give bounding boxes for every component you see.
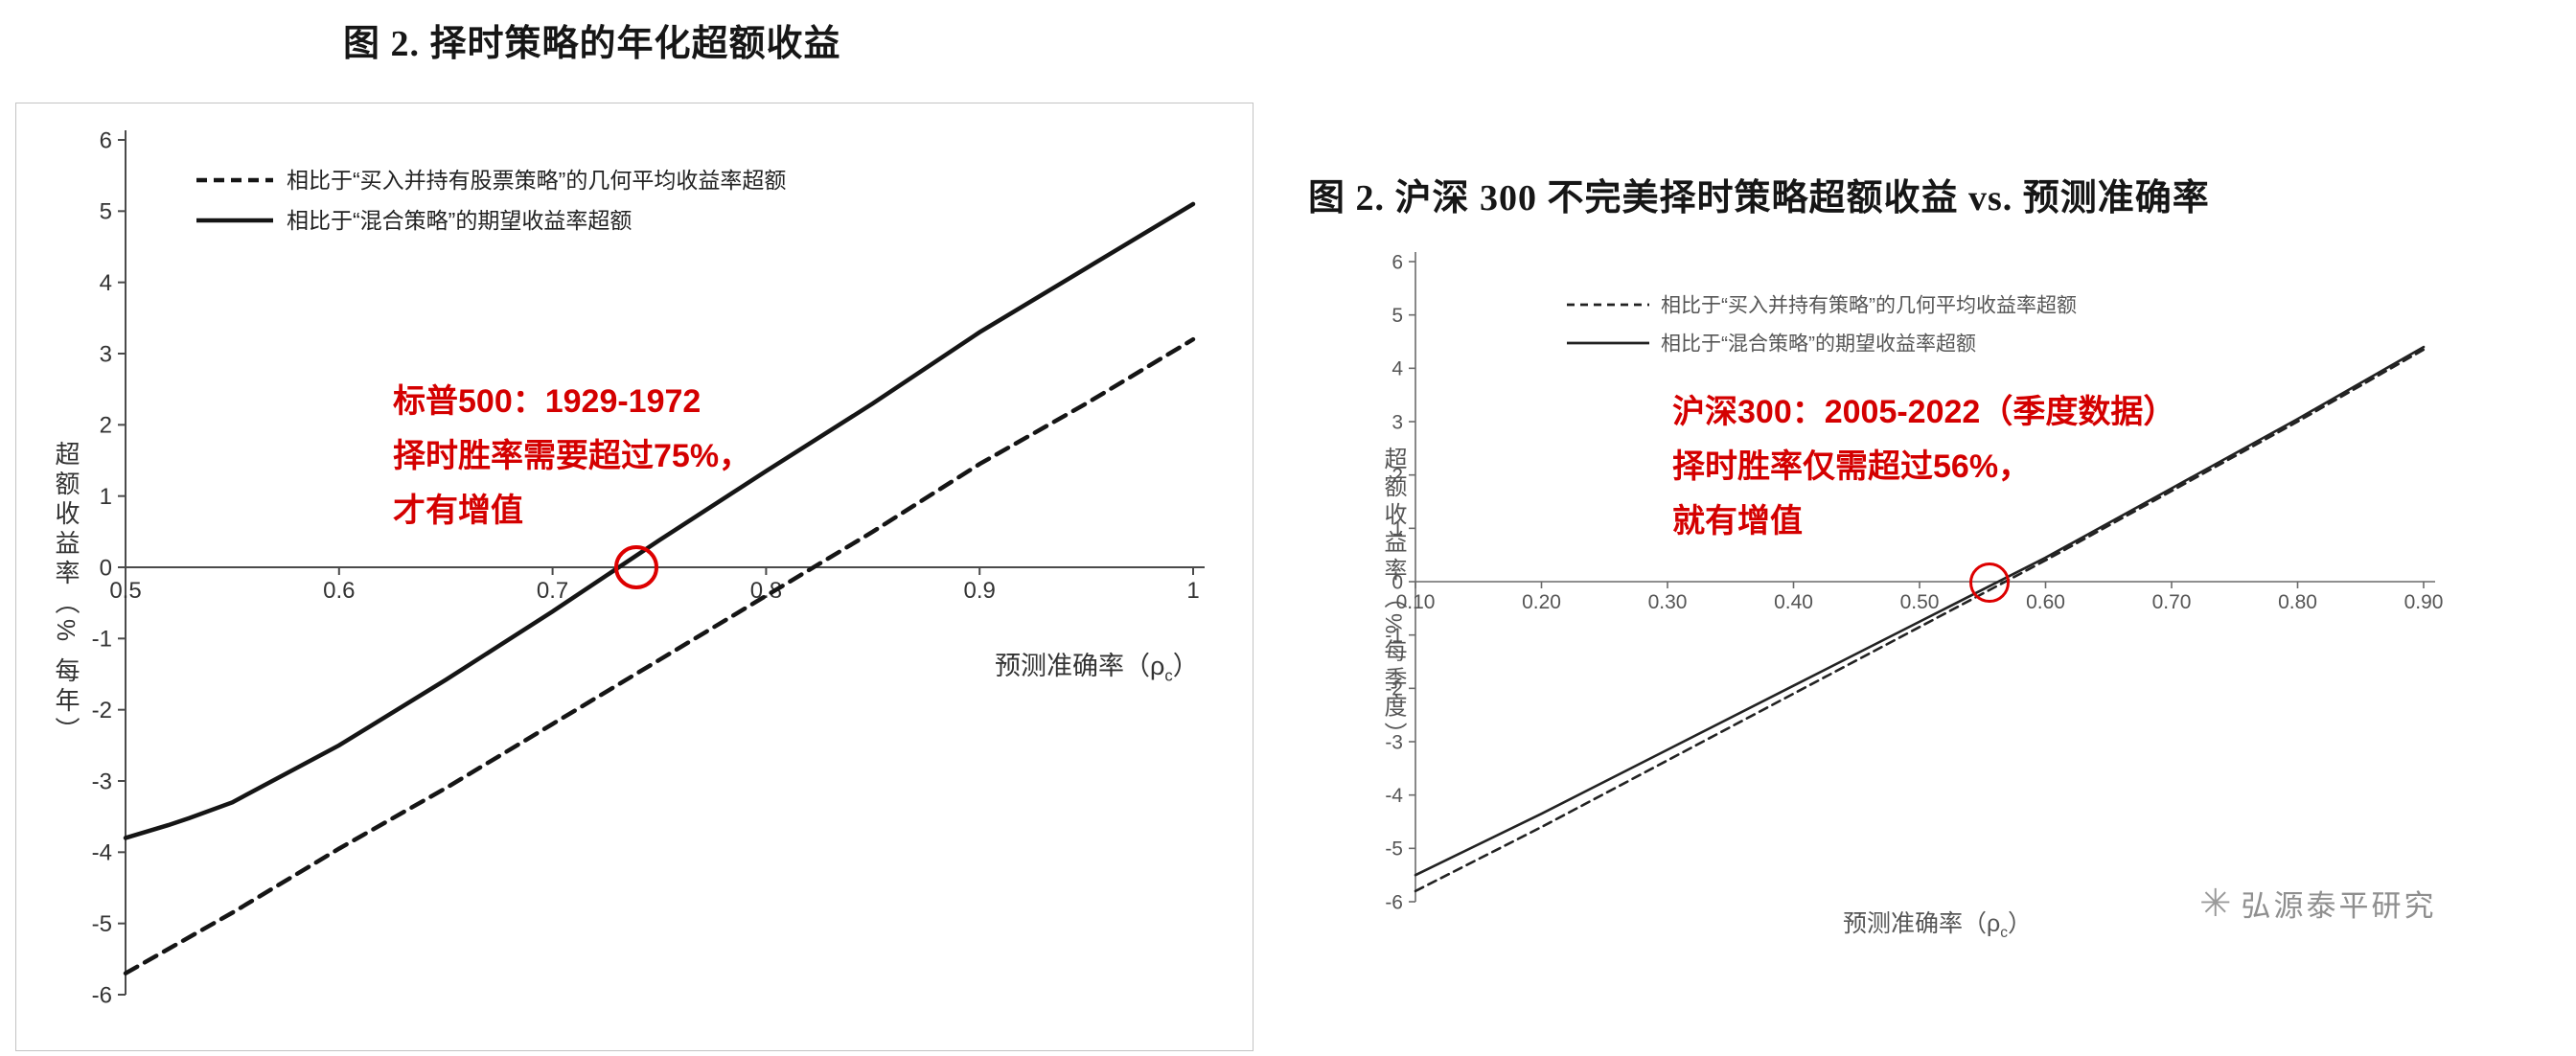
left-figure-title: 图 2. 择时策略的年化超额收益	[343, 24, 841, 64]
right-zero-crossing-circle	[1969, 562, 2010, 603]
legend: 相比于“买入并持有股票策略”的几何平均收益率超额相比于“混合策略”的期望收益率超…	[196, 168, 786, 233]
y-tick-label: -2	[92, 698, 112, 723]
y-tick-label: -1	[1385, 625, 1403, 647]
y-tick-label: 4	[1392, 358, 1403, 380]
y-tick-label: -5	[92, 911, 112, 937]
y-tick-label: -3	[92, 769, 112, 794]
y-tick-label: -5	[1385, 838, 1403, 861]
x-tick-label: 0.40	[1774, 591, 1813, 613]
y-tick-label: 3	[1392, 411, 1403, 433]
right-figure-title: 图 2. 沪深 300 不完美择时策略超额收益 vs. 预测准确率	[1308, 178, 2210, 218]
x-tick-label: 1	[1186, 578, 1199, 604]
axes: 6 5 4 3 2 1 0 -1 -2 -3 -4 -5 -6 0.10 0.20 0.30 0.40 0.50 0…	[1385, 251, 2443, 913]
y-tick-label: 1	[1392, 518, 1403, 540]
x-tick-label: 0.6	[323, 578, 355, 604]
x-tick-label: 0.80	[2278, 591, 2317, 613]
y-tick-label: 5	[100, 199, 112, 225]
left-zero-crossing-circle	[614, 545, 658, 589]
watermark-text: 弘源泰平研究	[2241, 889, 2437, 923]
y-tick-label: 2	[100, 413, 112, 439]
y-tick-label: 0	[1392, 571, 1403, 593]
y-tick-label: -6	[1385, 891, 1403, 913]
x-tick-label: 0.30	[1648, 591, 1688, 613]
y-tick-label: -1	[92, 627, 112, 653]
y-tick-label: -4	[1385, 785, 1403, 807]
right-annotation-line-1: 沪深300：2005-2022（季度数据）	[1672, 394, 2176, 430]
y-tick-label: -2	[1385, 678, 1403, 700]
watermark: ✳ 弘源泰平研究	[2199, 882, 2437, 925]
left-x-axis-title-text: 预测准确率（ρ	[995, 652, 1165, 680]
y-tick-label: 0	[100, 555, 112, 581]
right-annotation: 沪深300：2005-2022（季度数据） 择时胜率仅需超过56%， 就有增值	[1672, 385, 2175, 549]
right-annotation-line-2: 择时胜率仅需超过56%，	[1672, 448, 2032, 485]
x-tick-label: 0.20	[1522, 591, 1561, 613]
legend-label: 相比于“混合策略”的期望收益率超额	[1661, 333, 1976, 355]
left-x-axis-title-close: ）	[1172, 652, 1199, 680]
left-chart-box: 6 5 4 3 2 1 0 -1 -2 -3 -4 -5 -6 0.5 0.6 0.7 0.8 0.9 1 相比于“买…	[15, 103, 1254, 1051]
y-tick-label: -4	[92, 840, 112, 866]
x-tick-label: 0.70	[2152, 591, 2192, 613]
right-x-axis-title: 预测准确率（ρc）	[1843, 905, 2032, 942]
series-line-solid	[1414, 345, 2426, 877]
left-x-axis-title-sub: c	[1164, 666, 1173, 685]
x-tick-label: 0.7	[537, 578, 568, 604]
series-line-dashed	[123, 336, 1196, 976]
x-tick-label: 0.9	[964, 578, 996, 604]
right-y-axis-title: 超额收益率（%每季度）	[1380, 447, 1406, 750]
x-tick-label: 0.50	[1900, 591, 1940, 613]
y-tick-label: 3	[100, 341, 112, 367]
left-annotation: 标普500：1929-1972 择时胜率需要超过75%， 才有增值	[393, 375, 751, 539]
x-tick-label: 0.90	[2404, 591, 2444, 613]
y-tick-label: 6	[100, 127, 112, 153]
right-x-axis-title-text: 预测准确率（ρ	[1843, 910, 2001, 937]
series	[1414, 345, 2426, 893]
y-tick-label: -6	[92, 982, 112, 1008]
legend-label: 相比于“混合策略”的期望收益率超额	[287, 208, 632, 233]
right-x-axis-title-close: ）	[2007, 910, 2032, 937]
y-tick-label: -3	[1385, 731, 1403, 753]
y-tick-label: 1	[100, 484, 112, 510]
x-tick-label: 0.60	[2026, 591, 2065, 613]
right-x-axis-title-sub: c	[2000, 925, 2008, 941]
y-tick-label: 2	[1392, 465, 1403, 487]
series-line-dashed	[1414, 348, 2426, 893]
legend-label: 相比于“买入并持有策略”的几何平均收益率超额	[1661, 294, 2077, 316]
star-asterisk-logo-icon: ✳	[2199, 882, 2232, 925]
left-annotation-line-1: 标普500：1929-1972	[393, 383, 702, 420]
right-chart-canvas: 6 5 4 3 2 1 0 -1 -2 -3 -4 -5 -6 0.10 0.20 0.30 0.40 0.50 0…	[1385, 251, 2443, 913]
series	[123, 201, 1196, 976]
series-line-solid	[123, 201, 1196, 840]
y-tick-label: 6	[1392, 251, 1403, 273]
legend-label: 相比于“买入并持有股票策略”的几何平均收益率超额	[287, 168, 786, 193]
right-annotation-line-3: 就有增值	[1672, 503, 1803, 539]
left-annotation-line-3: 才有增值	[393, 493, 523, 529]
left-annotation-line-2: 择时胜率需要超过75%，	[393, 438, 752, 474]
right-chart-box: 6 5 4 3 2 1 0 -1 -2 -3 -4 -5 -6 0.10 0.20 0.30 0.40 0.50 0…	[1313, 230, 2492, 1006]
x-tick-label: 0.5	[109, 578, 141, 604]
left-x-axis-title: 预测准确率（ρc）	[995, 645, 1199, 685]
left-y-axis-title: 超额收益率（% 每年）	[52, 441, 80, 747]
y-tick-label: 4	[100, 270, 112, 296]
x-tick-label: 0.10	[1396, 591, 1436, 613]
y-tick-label: 5	[1392, 305, 1403, 327]
